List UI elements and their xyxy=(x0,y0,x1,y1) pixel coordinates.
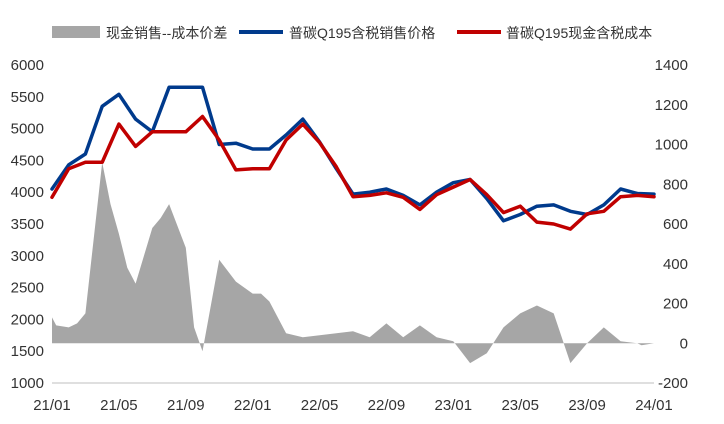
legend-label-spread: 现金销售--成本价差 xyxy=(106,25,227,41)
y-left-tick-label: 2500 xyxy=(11,280,44,297)
x-tick-label: 23/05 xyxy=(501,397,539,414)
x-tick-label: 21/05 xyxy=(100,397,138,414)
y-left-tick-label: 3500 xyxy=(11,216,44,233)
x-tick-label: 22/09 xyxy=(368,397,406,414)
x-tick-label: 21/01 xyxy=(33,397,71,414)
y-right-tick-label: 800 xyxy=(663,176,688,193)
y-left-tick-label: 5000 xyxy=(11,121,44,138)
plot-area xyxy=(50,85,656,364)
y-right-tick-label: 1000 xyxy=(655,137,688,154)
x-tick-label: 23/09 xyxy=(568,397,606,414)
series-sales-price-line xyxy=(50,85,656,223)
y-right-tick-label: 600 xyxy=(663,216,688,233)
y-right-tick-label: -200 xyxy=(658,375,688,392)
y-left-tick-label: 4500 xyxy=(11,152,44,169)
x-tick-label: 23/01 xyxy=(435,397,473,414)
y-left-tick-label: 1500 xyxy=(11,343,44,360)
axes: 21/01 21/05 21/09 22/01 22/05 22/09 23/01 23/05… xyxy=(11,57,688,414)
x-tick-label: 24/01 xyxy=(635,397,673,414)
y-right-tick-label: 200 xyxy=(663,296,688,313)
y-right-tick-label: 0 xyxy=(680,335,688,352)
y-right-tick-label: 1400 xyxy=(655,57,688,74)
y-left-tick-label: 3000 xyxy=(11,248,44,265)
x-tick-label: 22/05 xyxy=(301,397,339,414)
y-left-tick-label: 4000 xyxy=(11,184,44,201)
series-spread-area xyxy=(52,162,654,364)
y-right-tick-label: 1200 xyxy=(655,97,688,114)
y-left-tick-label: 5500 xyxy=(11,89,44,106)
series-cash-cost-line xyxy=(50,114,656,231)
y-left-tick-label: 6000 xyxy=(11,57,44,74)
legend-label-cash-cost: 普碳Q195现金含税成本 xyxy=(506,25,652,41)
legend-label-sales-price: 普碳Q195含税销售价格 xyxy=(289,25,435,41)
x-tick-label: 22/01 xyxy=(234,397,272,414)
y-right-tick-label: 400 xyxy=(663,256,688,273)
y-left-tick-label: 2000 xyxy=(11,311,44,328)
x-tick-label: 21/09 xyxy=(167,397,205,414)
legend-swatch-spread xyxy=(52,26,100,38)
legend: 现金销售--成本价差 普碳Q195含税销售价格 普碳Q195现金含税成本 xyxy=(52,25,652,41)
y-left-tick-label: 1000 xyxy=(11,375,44,392)
